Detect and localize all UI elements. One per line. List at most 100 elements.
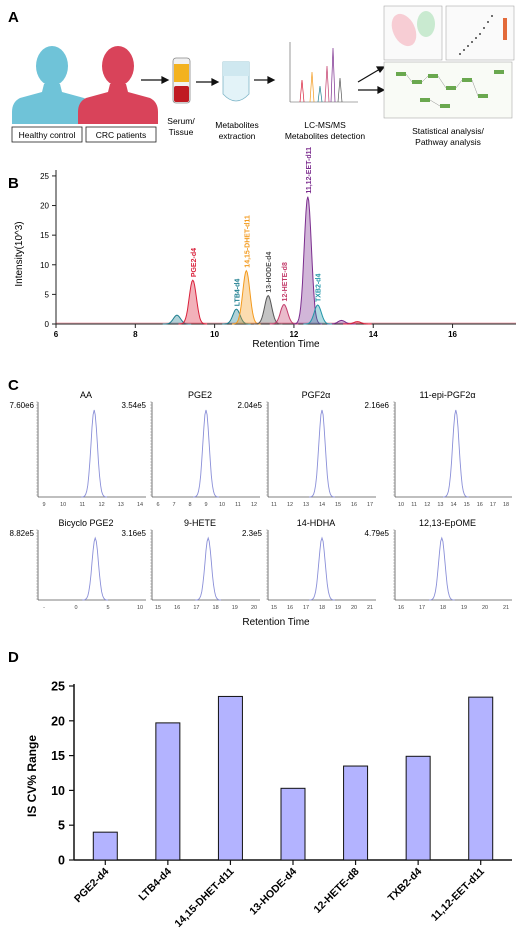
chart-c-x-tick-label: 18 (440, 605, 446, 611)
chromatogram-chart: Intensity(10^3) Retention Time 0 5 10 15 20 2… (14, 147, 516, 350)
chart-c-plot-title: AA (80, 390, 92, 400)
chart-b-minor-peak (162, 314, 192, 325)
chart-b-x-tick-label: 12 (289, 330, 298, 339)
reference-chromatograms: Retention Time 9 10 11 12 13 14 AA 7.60e6 3.54e5… (10, 390, 512, 628)
chart-c-x-tick-label: 16 (398, 605, 404, 611)
chart-d-category-label: 13-HODE-d4 (247, 866, 299, 918)
analysis-label-1: Statistical analysis/ (412, 126, 484, 136)
chart-b-x-tick-label: 16 (448, 330, 457, 339)
chart-c-x-tick-label: 11 (235, 502, 241, 508)
chart-b-peak (253, 294, 283, 325)
extraction-label-1: Metabolites (215, 120, 258, 130)
chart-c-peak (309, 536, 335, 601)
chart-d-bar (280, 787, 306, 861)
chart-c-x-tick-label: 10 (60, 502, 66, 508)
chart-c-left-max-label: 8.82e5 (10, 529, 35, 538)
chart-d-bar (343, 765, 369, 861)
arrow-icon (358, 86, 386, 94)
chart-b-x-tick-label: 14 (369, 330, 378, 339)
chart-c-x-tick-label: 20 (482, 605, 488, 611)
chart-c-x-tick-label: 6 (156, 502, 159, 508)
chart-c-x-tick-label: 14 (319, 502, 325, 508)
chart-c-x-tick-label: 12 (99, 502, 105, 508)
chart-c-plot-title: PGF2α (302, 390, 331, 400)
chart-c-peak (193, 409, 219, 498)
chart-b-peak-label: PGE2-d4 (191, 248, 198, 277)
chart-c-x-tick-label: 21 (367, 605, 373, 611)
chart-c-x-tick-label: 14 (450, 502, 456, 508)
chart-d-y-tick-label: 20 (51, 714, 65, 728)
chart-c-right-max-label: 3.54e5 (122, 401, 147, 410)
chart-c-left-max-label: 7.60e6 (10, 401, 35, 410)
chart-b-y-tick-label: 20 (40, 202, 49, 211)
chart-c-x-tick-label: 9 (42, 502, 45, 508)
chart-b-peak (293, 196, 323, 325)
chart-c-x-tick-label: 11 (411, 502, 417, 508)
chart-d-category-label: 11,12-EET-d11 (429, 866, 487, 924)
chart-c-right-max-label: 2.3e5 (242, 529, 263, 538)
pathway-map-thumbnail (383, 61, 513, 119)
chart-c-peak (195, 536, 222, 601)
chart-d-y-tick-label: 5 (58, 819, 65, 833)
chart-c-x-tick-label: 0 (74, 605, 77, 611)
chart-b-y-tick-label: 0 (45, 320, 50, 329)
chart-c-plot-title: PGE2 (188, 390, 212, 400)
panel-label-d: D (8, 649, 19, 666)
chart-c-x-tick-label: 10 (398, 502, 404, 508)
chart-d-y-tick-label: 0 (58, 854, 65, 868)
crc-patients-label: CRC patients (96, 130, 147, 140)
chart-c-x-tick-label: 13 (118, 502, 124, 508)
chart-c-x-tick-label: 12 (251, 502, 257, 508)
chart-c-x-tick-label: 19 (232, 605, 238, 611)
chart-c-x-tick-label: 16 (477, 502, 483, 508)
arrow-icon (357, 66, 386, 83)
lcms-label-2: Metabolites detection (285, 131, 366, 141)
chart-b-xlabel: Retention Time (252, 339, 320, 350)
chart-c-right-max-label: 3.16e5 (122, 529, 147, 538)
chart-c-x-tick-label: 20 (251, 605, 257, 611)
chart-d-category-label: LTB4-d4 (136, 866, 174, 904)
chart-c-plot-title: 12,13-EpOME (419, 518, 476, 528)
chart-d-category-label: 14,15-DHET-d11 (172, 866, 236, 930)
chart-b-peak-label: 12-HETE-d8 (282, 262, 289, 301)
chart-b-ylabel: Intensity(10^3) (14, 221, 25, 286)
chart-d-category-label: 12-HETE-d8 (312, 866, 362, 916)
chart-b-peak (269, 303, 299, 325)
chart-c-x-tick-label: 19 (335, 605, 341, 611)
crc-person-icon (78, 46, 158, 124)
chart-d-bar (468, 696, 494, 861)
chart-c-plot-title: Bicyclo PGE2 (58, 518, 113, 528)
chart-b-x-tick-label: 10 (210, 330, 219, 339)
analysis-label-2: Pathway analysis (415, 137, 481, 147)
chart-b-y-tick-label: 10 (40, 261, 49, 270)
chart-b-y-tick-label: 25 (40, 172, 49, 181)
chart-c-peak (309, 409, 335, 498)
chart-b-peak (178, 279, 208, 325)
chart-c-x-tick-label: 14 (137, 502, 143, 508)
chart-c-x-tick-label: - (43, 605, 45, 611)
chart-c-x-tick-label: 12 (287, 502, 293, 508)
chart-b-y-tick-label: 5 (45, 290, 50, 299)
arrow-icon (141, 76, 170, 84)
chart-c-peak (82, 536, 109, 601)
chart-d-ylabel: IS CV% Range (25, 735, 39, 817)
chart-b-peak-label: 11,12-EET-d11 (306, 147, 313, 194)
serum-label-1: Serum/ (167, 116, 195, 126)
chart-b-y-tick-label: 15 (40, 231, 49, 240)
serum-label-2: Tissue (169, 127, 194, 137)
chart-c-x-tick-label: 13 (437, 502, 443, 508)
chart-d-category-label: PGE2-d4 (72, 866, 112, 906)
chart-c-x-tick-label: 17 (193, 605, 199, 611)
chart-c-x-tick-label: 20 (351, 605, 357, 611)
chart-c-x-tick-label: 18 (213, 605, 219, 611)
arrow-icon (196, 78, 220, 86)
chart-d-category-label: TXB2-d4 (386, 866, 425, 905)
chart-c-x-tick-label: 17 (490, 502, 496, 508)
chart-c-x-tick-label: 15 (335, 502, 341, 508)
chart-c-x-tick-label: 17 (367, 502, 373, 508)
sample-tube-icon (172, 57, 191, 104)
chart-c-x-tick-label: 17 (303, 605, 309, 611)
chart-b-peak (222, 308, 251, 325)
chart-c-x-tick-label: 18 (319, 605, 325, 611)
